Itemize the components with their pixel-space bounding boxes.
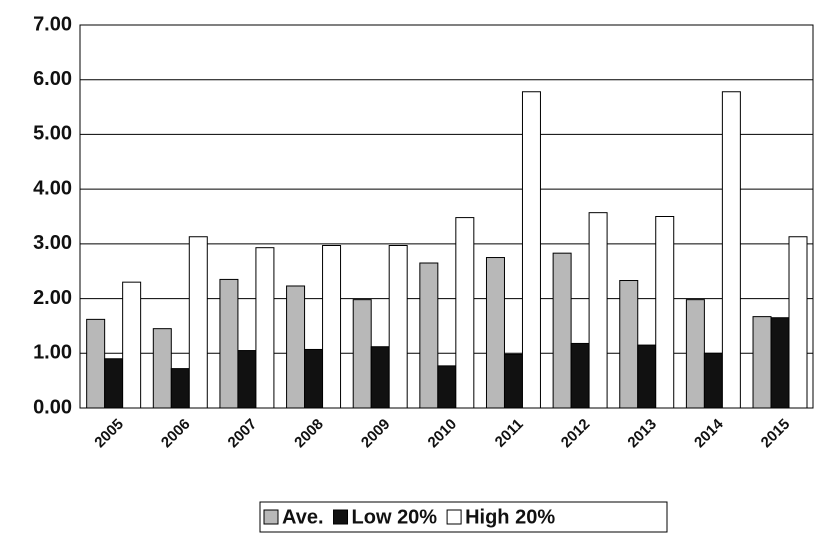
bar [752, 316, 772, 409]
y-tick-label: 7.00 [33, 13, 72, 35]
bar [703, 352, 723, 409]
bar [352, 299, 372, 409]
x-tick-label: 2009 [358, 416, 394, 452]
bar [570, 342, 590, 409]
y-tick-label: 2.00 [33, 287, 72, 309]
x-tick-label: 2011 [492, 416, 527, 451]
bar [219, 278, 239, 409]
legend-swatch [263, 509, 279, 525]
bar [637, 344, 657, 409]
y-tick-label: 0.00 [33, 396, 72, 418]
bar [655, 216, 675, 409]
bar [322, 244, 342, 409]
y-tick-label: 6.00 [33, 68, 72, 90]
x-tick-label: 2006 [158, 416, 194, 452]
bar [685, 299, 705, 409]
bar [170, 368, 190, 409]
legend-label: Ave. [282, 506, 324, 528]
legend-box [259, 501, 668, 533]
bar [503, 353, 523, 409]
x-tick-label: 2008 [291, 416, 327, 452]
bar [485, 257, 505, 409]
y-tick-label: 5.00 [33, 123, 72, 145]
bar [304, 348, 324, 409]
bar [122, 281, 142, 409]
bar [419, 262, 439, 409]
bar [619, 280, 639, 409]
bar [455, 217, 475, 409]
x-tick-label: 2014 [691, 415, 727, 451]
bar [388, 244, 408, 409]
x-tick-label: 2013 [624, 416, 660, 452]
bar [370, 346, 390, 409]
bar [588, 212, 608, 409]
bar [437, 365, 457, 409]
bar [721, 91, 741, 409]
x-tick-label: 2005 [91, 416, 127, 452]
y-tick-label: 4.00 [33, 177, 72, 199]
bar [770, 317, 790, 409]
legend-label: Low 20% [352, 506, 438, 528]
y-tick-label: 3.00 [33, 232, 72, 254]
y-tick-label: 1.00 [33, 342, 72, 364]
x-tick-label: 2012 [558, 416, 594, 452]
x-tick-label: 2007 [225, 416, 261, 452]
legend-swatch [333, 509, 349, 525]
x-tick-label: 2015 [758, 416, 794, 452]
bar [552, 252, 572, 409]
bar [152, 328, 172, 409]
legend-swatch [446, 509, 462, 525]
bar [86, 318, 106, 409]
bar [788, 236, 808, 409]
bar [286, 285, 306, 409]
bar [255, 247, 275, 409]
bar [521, 91, 541, 409]
bar [237, 350, 257, 409]
bar [104, 358, 124, 409]
bar [188, 236, 208, 409]
x-tick-label: 2010 [425, 416, 461, 452]
legend-label: High 20% [465, 506, 555, 528]
